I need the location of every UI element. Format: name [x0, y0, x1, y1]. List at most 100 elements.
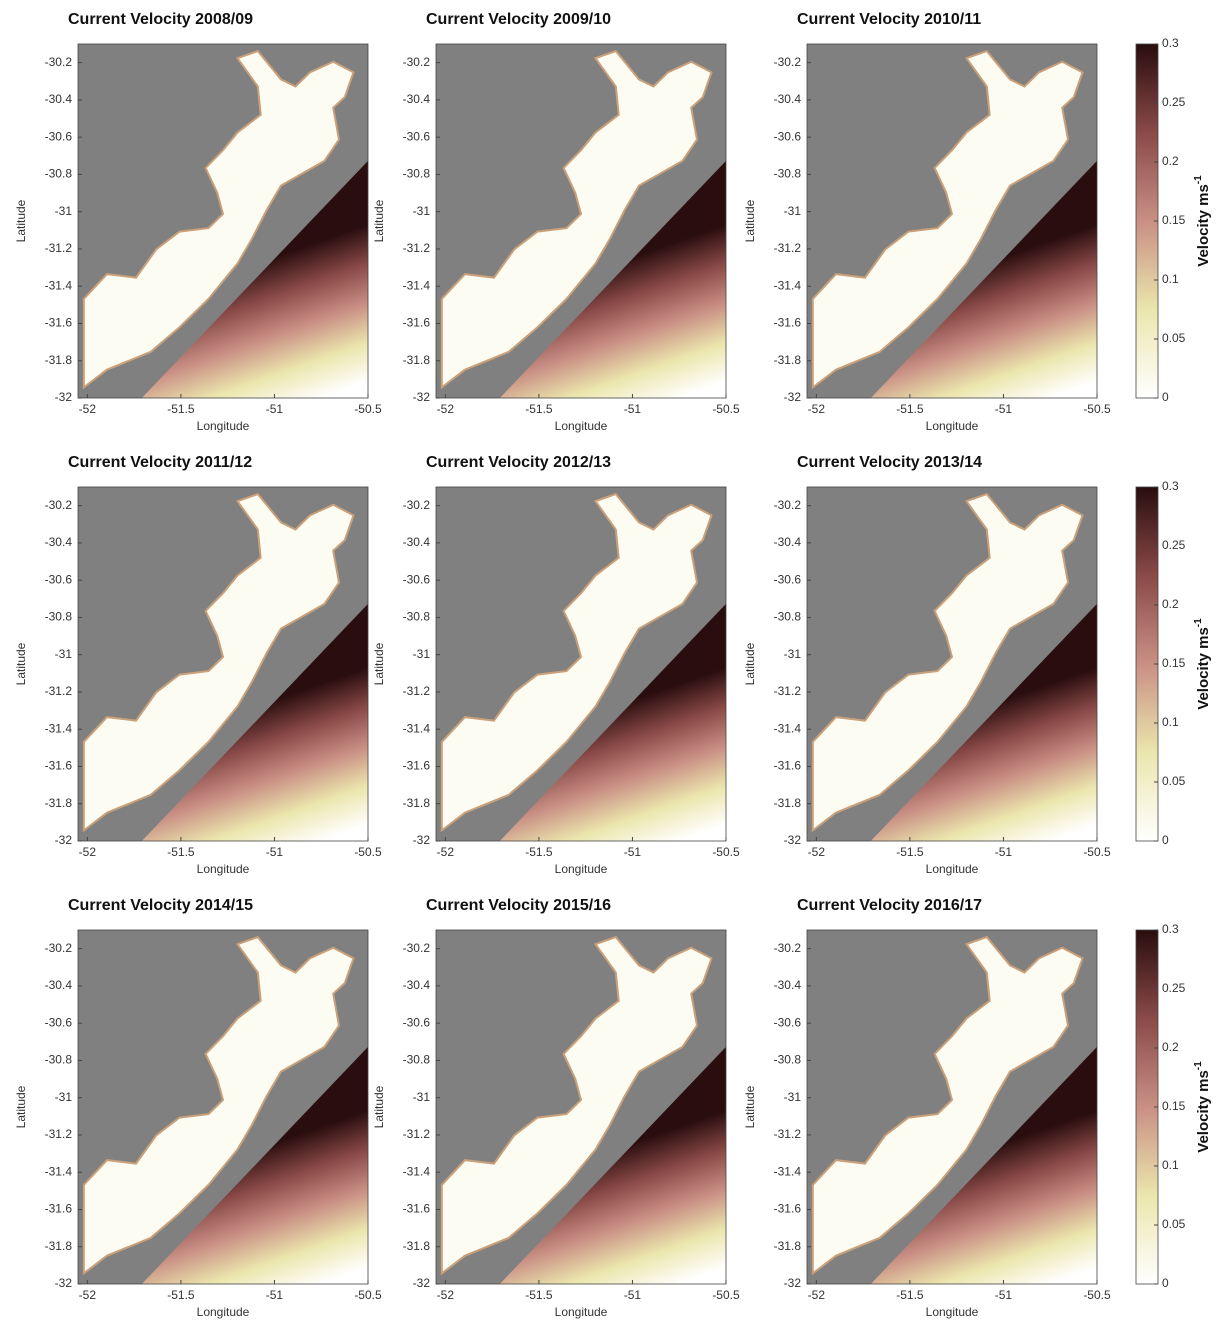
y-tick-label: -32	[413, 1276, 431, 1290]
y-tick-label: -31.8	[774, 1239, 802, 1253]
x-tick-label: -51	[995, 1288, 1013, 1302]
x-axis-label: Longitude	[926, 419, 979, 433]
x-tick-label: -52	[808, 845, 826, 859]
x-tick-label: -52	[437, 1288, 455, 1302]
colorbar-tick-label: 0.05	[1162, 1217, 1186, 1231]
x-axis-label: Longitude	[555, 862, 608, 876]
y-tick-label: -31	[784, 204, 802, 218]
y-tick-label: -31	[55, 647, 73, 661]
y-tick-label: -30.8	[774, 167, 802, 181]
y-tick-label: -31.4	[403, 1164, 431, 1178]
plot-frame	[806, 43, 1098, 399]
y-tick-label: -31.6	[45, 316, 73, 330]
y-tick-label: -31.4	[403, 278, 431, 292]
y-tick-label: -30.4	[45, 535, 73, 549]
x-tick-label: -51	[266, 402, 284, 416]
y-tick-label: -30.2	[45, 498, 73, 512]
panel-title: Current Velocity 2014/15	[68, 897, 253, 914]
y-tick-label: -31.4	[774, 721, 802, 735]
y-tick-label: -32	[55, 833, 73, 847]
y-tick-label: -30.2	[403, 498, 431, 512]
x-tick-label: -52	[437, 845, 455, 859]
x-tick-label: -51.5	[167, 845, 195, 859]
colorbar: 0 0.05 0.1 0.15 0.2 0.25 0.3 Velocity ms-1	[1135, 36, 1212, 404]
colorbar-tick-label: 0.05	[1162, 331, 1186, 345]
map-panel: Current Velocity 2008/09 -52 -51.5 -51 -50.5…	[14, 11, 382, 433]
y-tick-label: -31.2	[45, 1127, 73, 1141]
y-tick-label: -31.6	[403, 759, 431, 773]
y-tick-label: -31.4	[403, 721, 431, 735]
y-tick-label: -31.6	[774, 1202, 802, 1216]
colorbar-tick-label: 0.1	[1162, 272, 1179, 286]
colorbar-tick-label: 0.3	[1162, 479, 1179, 493]
y-tick-label: -30.4	[774, 978, 802, 992]
colorbar: 0 0.05 0.1 0.15 0.2 0.25 0.3 Velocity ms-1	[1135, 922, 1212, 1290]
lagoon	[440, 492, 713, 833]
y-tick-label: -30.8	[403, 1053, 431, 1067]
y-tick-label: -30.2	[45, 941, 73, 955]
x-tick-label: -51	[266, 845, 284, 859]
y-tick-label: -31.4	[45, 278, 73, 292]
y-tick-label: -31.8	[45, 1239, 73, 1253]
ocean	[870, 1046, 1097, 1284]
x-tick-label: -50.5	[354, 402, 382, 416]
y-tick-label: -30.6	[403, 572, 431, 586]
plot-frame	[77, 43, 369, 399]
x-axis-label: Longitude	[926, 1305, 979, 1319]
y-axis-label: Latitude	[743, 642, 757, 685]
x-tick-label: -51.5	[896, 1288, 924, 1302]
y-tick-label: -30.2	[774, 498, 802, 512]
colorbar-label: Velocity ms-1	[1193, 1061, 1212, 1153]
y-tick-label: -31.2	[45, 241, 73, 255]
y-tick-label: -31.2	[774, 684, 802, 698]
y-tick-label: -30.2	[774, 55, 802, 69]
ocean	[499, 603, 726, 841]
colorbar-tick-label: 0.15	[1162, 213, 1186, 227]
colorbar-label-text: Velocity ms	[1195, 184, 1212, 267]
x-tick-label: -51	[624, 845, 642, 859]
map-panel: Current Velocity 2010/11 -52 -51.5 -51 -50.5…	[743, 11, 1111, 433]
y-axis-label: Latitude	[372, 199, 386, 242]
colorbar-tick-label: 0.3	[1162, 36, 1179, 50]
y-tick-label: -31.4	[45, 1164, 73, 1178]
y-tick-label: -30.8	[45, 167, 73, 181]
map-panel: Current Velocity 2009/10 -52 -51.5 -51 -50.5…	[372, 11, 740, 433]
x-tick-label: -51.5	[167, 1288, 195, 1302]
y-tick-label: -31.6	[403, 1202, 431, 1216]
x-tick-label: -50.5	[354, 1288, 382, 1302]
x-tick-label: -51	[995, 845, 1013, 859]
panel-title: Current Velocity 2016/17	[797, 897, 982, 914]
panel-title: Current Velocity 2010/11	[797, 11, 981, 28]
plot-frame	[435, 929, 727, 1285]
x-tick-label: -52	[437, 402, 455, 416]
y-tick-label: -30.8	[774, 1053, 802, 1067]
y-tick-label: -30.4	[403, 535, 431, 549]
y-tick-label: -31.6	[403, 316, 431, 330]
x-tick-label: -51.5	[525, 402, 553, 416]
x-tick-label: -51	[624, 402, 642, 416]
y-tick-label: -31	[55, 204, 73, 218]
lagoon	[82, 49, 355, 390]
y-axis-label: Latitude	[372, 1085, 386, 1128]
colorbar-label-superscript: -1	[1193, 1061, 1204, 1070]
y-tick-label: -30.8	[45, 610, 73, 624]
x-axis-label: Longitude	[926, 862, 979, 876]
y-tick-label: -31.8	[774, 353, 802, 367]
colorbar-tick-label: 0.05	[1162, 774, 1186, 788]
colorbar-tick-label: 0.2	[1162, 154, 1179, 168]
x-axis-label: Longitude	[197, 419, 250, 433]
y-tick-label: -30.8	[403, 610, 431, 624]
y-tick-label: -32	[55, 390, 73, 404]
y-tick-label: -31.6	[774, 759, 802, 773]
x-tick-label: -51	[995, 402, 1013, 416]
lagoon	[82, 935, 355, 1276]
y-tick-label: -30.8	[403, 167, 431, 181]
panel-title: Current Velocity 2008/09	[68, 11, 253, 28]
plot-frame	[435, 43, 727, 399]
colorbar-tick-label: 0	[1162, 1276, 1169, 1290]
colorbar-label-text: Velocity ms	[1195, 1070, 1212, 1153]
x-axis-label: Longitude	[197, 1305, 250, 1319]
colorbar-label-superscript: -1	[1193, 175, 1204, 184]
x-tick-label: -51.5	[167, 402, 195, 416]
